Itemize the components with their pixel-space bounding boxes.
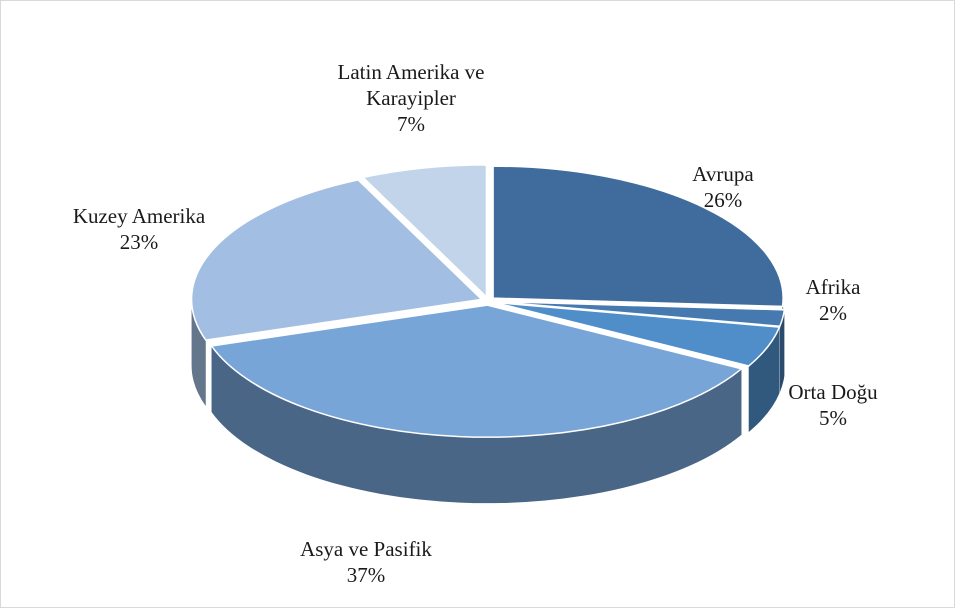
slice: [190, 179, 484, 341]
data-label: Latin Amerika ve Karayipler 7%: [316, 59, 506, 137]
category-label: Afrika: [805, 275, 861, 299]
value-label: 26%: [703, 188, 743, 212]
value-label: 37%: [346, 563, 386, 587]
slice: [494, 301, 781, 367]
category-label: Orta Doğu: [788, 380, 878, 404]
slice-side: [748, 327, 780, 433]
slice: [210, 304, 744, 438]
slice-sides: [191, 298, 785, 504]
category-label: Kuzey Amerika: [72, 204, 206, 228]
data-label: Kuzey Amerika 23%: [9, 203, 269, 255]
category-label: Avrupa: [692, 162, 754, 186]
category-label: Latin Amerika ve Karayipler: [337, 60, 485, 110]
value-label: 5%: [819, 406, 847, 430]
slice-side: [779, 309, 785, 393]
data-label: Asya ve Pasifik 37%: [236, 536, 496, 588]
slice: [494, 300, 786, 328]
slice-side: [211, 345, 742, 504]
category-label: Asya ve Pasifik: [300, 537, 432, 561]
value-label: 23%: [119, 230, 159, 254]
slice-side: [191, 299, 206, 407]
value-label: 7%: [397, 112, 425, 136]
slice: [492, 165, 784, 308]
slice: [361, 164, 488, 299]
slice-tops: [190, 164, 786, 438]
value-label: 2%: [819, 301, 847, 325]
data-label: Avrupa 26%: [623, 161, 823, 213]
data-label: Afrika 2%: [733, 274, 933, 326]
data-label: Orta Doğu 5%: [733, 379, 933, 431]
